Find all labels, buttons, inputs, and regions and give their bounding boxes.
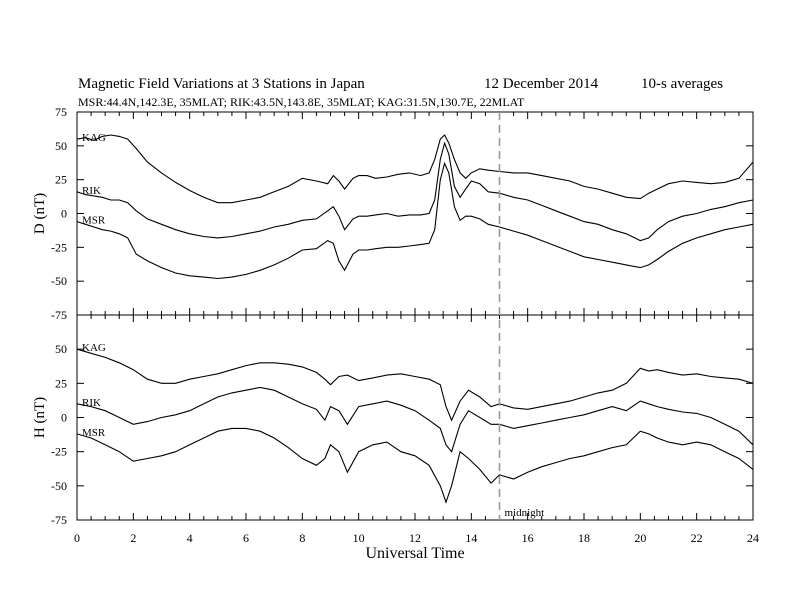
y-tick-label: 50 — [55, 139, 67, 153]
x-tick-label: 4 — [187, 531, 193, 545]
series-label-rik: RIK — [82, 185, 101, 197]
series-label-kag: KAG — [82, 132, 106, 144]
x-tick-label: 6 — [243, 531, 249, 545]
x-tick-label: 10 — [353, 531, 365, 545]
y-tick-label: -50 — [51, 274, 67, 288]
trace-rik-h — [76, 386, 754, 453]
x-tick-label: 20 — [634, 531, 646, 545]
y-tick-label: -25 — [51, 240, 67, 254]
y-tick-label: 0 — [61, 207, 67, 221]
x-axis-label: Universal Time — [365, 545, 464, 562]
trace-kag-d — [76, 134, 754, 204]
x-tick-label: 22 — [691, 531, 703, 545]
y-tick-label: 50 — [55, 342, 67, 356]
trace-rik-d — [76, 141, 754, 242]
y-tick-label: -50 — [51, 479, 67, 493]
y-tick-label: -75 — [51, 308, 67, 322]
panel-frame-h — [76, 314, 754, 521]
midnight-label: midnight — [505, 507, 545, 519]
x-tick-label: 24 — [747, 531, 759, 545]
x-tick-label: 0 — [74, 531, 80, 545]
y-tick-label: 25 — [55, 173, 67, 187]
panel-frame-d — [76, 111, 754, 316]
series-label-rik: RIK — [82, 397, 101, 409]
x-tick-label: 8 — [299, 531, 305, 545]
chart-date: 12 December 2014 — [484, 76, 599, 92]
chart-averaging: 10-s averages — [641, 76, 723, 92]
station-coordinates: MSR:44.4N,142.3E, 35MLAT; RIK:43.5N,143.… — [78, 95, 525, 109]
x-tick-label: 18 — [578, 531, 590, 545]
chart-title: Magnetic Field Variations at 3 Stations … — [78, 76, 365, 92]
y-tick-label: -75 — [51, 513, 67, 527]
panel-d-declination: -75 -50 -25 0 25 50 75 D (nT) KAG RIK MSR — [32, 105, 754, 322]
x-tick-label: 12 — [409, 531, 421, 545]
x-tick-label: 2 — [130, 531, 136, 545]
trace-kag-h — [76, 348, 754, 422]
y-tick-label: 25 — [55, 376, 67, 390]
y-axis-label: D (nT) — [32, 193, 48, 234]
midnight-marker: midnight — [498, 112, 545, 520]
trace-msr-d — [76, 161, 754, 280]
series-label-kag: KAG — [82, 342, 106, 354]
y-tick-label: 75 — [55, 105, 67, 119]
y-axis-label: H (nT) — [32, 397, 48, 438]
trace-msr-h — [76, 427, 754, 504]
y-tick-label: -25 — [51, 445, 67, 459]
series-label-msr: MSR — [82, 215, 106, 227]
y-tick-label: 0 — [61, 411, 67, 425]
x-tick-label: 14 — [465, 531, 477, 545]
x-tick-label: 16 — [522, 531, 534, 545]
series-label-msr: MSR — [82, 427, 106, 439]
